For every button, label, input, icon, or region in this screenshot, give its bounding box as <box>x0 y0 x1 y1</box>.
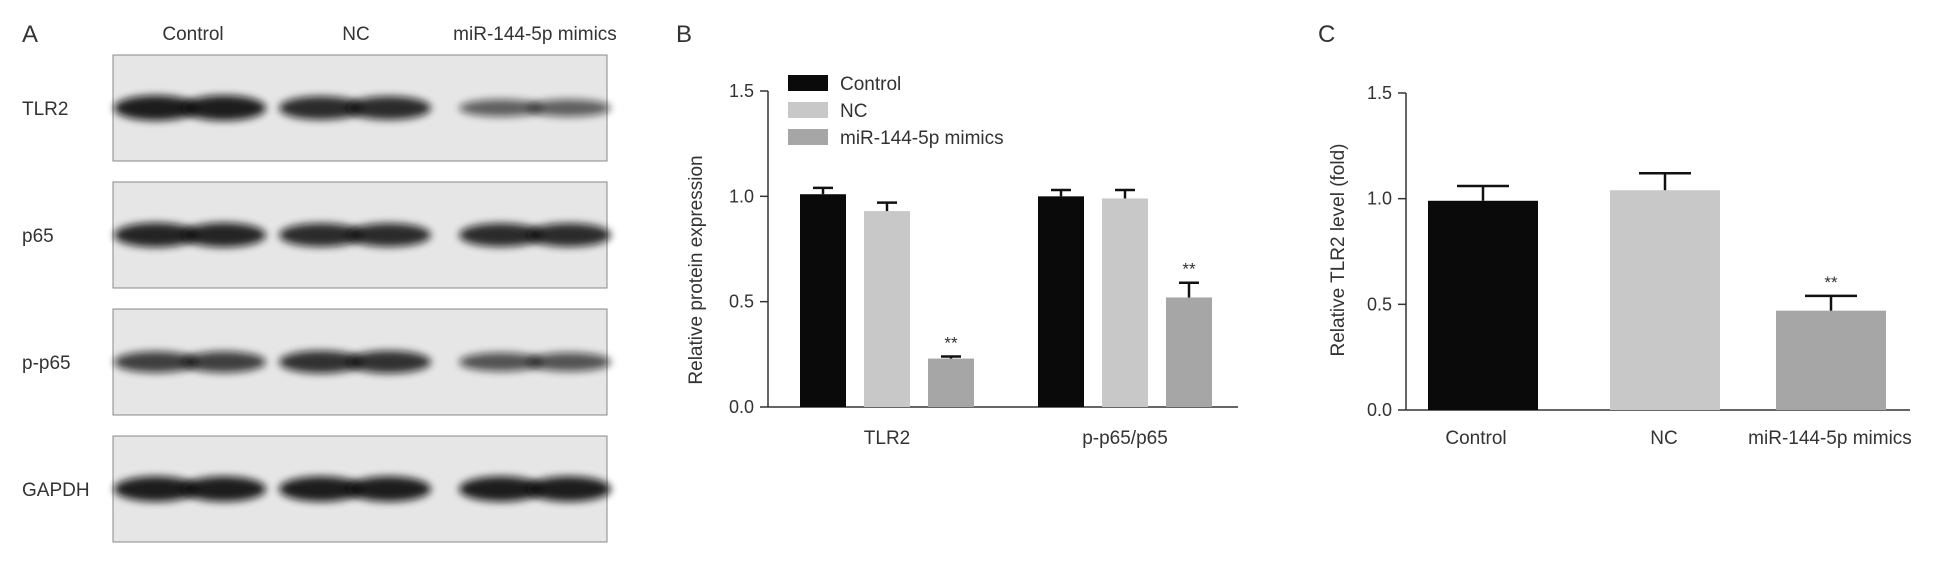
legend-swatch-control <box>788 75 828 91</box>
legend-label-control: Control <box>840 74 901 95</box>
blot-band <box>527 476 611 502</box>
blot-band <box>182 95 266 121</box>
blot-band <box>182 351 266 373</box>
blot-band <box>114 222 198 248</box>
bar-nc <box>1610 190 1720 410</box>
blot-row-gapdh: GAPDH <box>22 435 611 543</box>
x-tick-label: TLR2 <box>864 428 910 449</box>
blot-band <box>182 476 266 502</box>
legend-label-mir-144-5p-mimics: miR-144-5p mimics <box>840 128 1004 149</box>
blot-band <box>279 223 363 247</box>
blot-band <box>527 99 611 117</box>
significance-marker: ** <box>1824 273 1838 292</box>
blot-row-label: p-p65 <box>22 353 71 374</box>
y-tick-label: 1.0 <box>1367 189 1392 209</box>
blot-row-tlr2: TLR2 <box>22 54 611 162</box>
blot-row-p65: p65 <box>22 181 611 289</box>
blot-band <box>347 223 431 247</box>
blot-lane-label-mimics: miR-144-5p mimics <box>453 24 617 45</box>
y-tick-label: 1.5 <box>729 81 754 101</box>
bar-p-p65-p65-control <box>1038 196 1084 407</box>
blot-band <box>279 96 363 120</box>
blot-band <box>347 96 431 120</box>
blot-band <box>347 476 431 502</box>
panel-a-letter: A <box>22 21 38 48</box>
blot-band <box>527 223 611 247</box>
panel-a: A Control NC miR-144-5p mimics TLR2 p65 p-… <box>22 21 617 543</box>
panel-b: B Relative protein expression 0.0 0.5 1.0 1… <box>676 21 1238 449</box>
blot-band <box>182 222 266 248</box>
y-tick-label: 0.0 <box>1367 400 1392 420</box>
blot-lane-label-control: Control <box>162 24 223 45</box>
panel-c-letter: C <box>1318 21 1335 48</box>
blot-band <box>114 95 198 121</box>
bar-p-p65-p65-nc <box>1102 198 1148 407</box>
y-tick-label: 0.5 <box>729 292 754 312</box>
chart-b-ylabel: Relative protein expression <box>686 155 707 384</box>
legend-swatch-mir-144-5p-mimics <box>788 129 828 145</box>
y-tick-label: 1.0 <box>729 186 754 206</box>
significance-marker: ** <box>944 333 958 352</box>
bar-p-p65-p65-mir-144-5p-mimics <box>1166 297 1212 407</box>
panel-c: C Relative TLR2 level (fold) 0.0 0.5 1.0 1.… <box>1318 21 1912 449</box>
bar-control <box>1428 200 1538 410</box>
bar-mir-144-5p-mimics <box>1776 310 1886 410</box>
blot-band <box>459 223 543 247</box>
blot-row-label: GAPDH <box>22 480 90 501</box>
blot-rows: TLR2 p65 p-p65 GAPDH <box>22 54 611 543</box>
blot-lane-label-nc: NC <box>342 24 369 45</box>
panel-b-letter: B <box>676 21 692 48</box>
blot-row-label: TLR2 <box>22 99 68 120</box>
chart-c: 0.0 0.5 1.0 1.5 Control NC miR-144-5p mimics ** <box>1367 83 1912 449</box>
bar-tlr2-mir-144-5p-mimics <box>928 358 974 407</box>
chart-c-ylabel: Relative TLR2 level (fold) <box>1328 144 1349 357</box>
blot-row-p-p65: p-p65 <box>22 308 611 416</box>
bar-tlr2-nc <box>864 211 910 407</box>
blot-band <box>459 99 543 117</box>
blot-band <box>459 476 543 502</box>
blot-band <box>279 350 363 374</box>
y-tick-label: 0.0 <box>729 397 754 417</box>
x-tick-label: p-p65/p65 <box>1082 428 1168 449</box>
chart-b: 0.0 0.5 1.0 1.5 TLR2 p-p65/p65 ** ** Control NC mi… <box>729 74 1238 449</box>
blot-row-label: p65 <box>22 226 54 247</box>
x-tick-label: miR-144-5p mimics <box>1748 428 1912 449</box>
significance-marker: ** <box>1182 260 1196 279</box>
x-tick-label: Control <box>1445 428 1506 449</box>
blot-band <box>347 350 431 374</box>
blot-band <box>114 351 198 373</box>
blot-band <box>527 352 611 372</box>
y-tick-label: 0.5 <box>1367 294 1392 314</box>
bar-tlr2-control <box>800 194 846 407</box>
legend-swatch-nc <box>788 102 828 118</box>
blot-band <box>459 352 543 372</box>
blot-band <box>114 476 198 502</box>
legend-label-nc: NC <box>840 101 867 122</box>
x-tick-label: NC <box>1650 428 1677 449</box>
y-tick-label: 1.5 <box>1367 83 1392 103</box>
blot-band <box>279 476 363 502</box>
